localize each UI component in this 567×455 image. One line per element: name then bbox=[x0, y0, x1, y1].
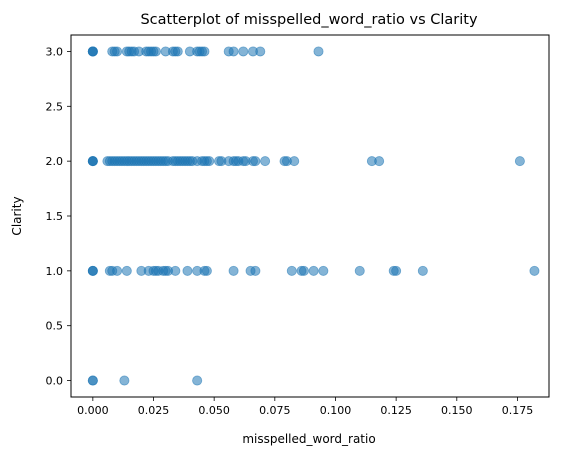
data-point bbox=[173, 47, 182, 56]
x-tick-label: 0.150 bbox=[441, 404, 473, 417]
x-tick-label: 0.125 bbox=[380, 404, 412, 417]
y-tick-label: 1.5 bbox=[46, 210, 64, 223]
data-point bbox=[88, 157, 97, 166]
data-point bbox=[229, 47, 238, 56]
data-point bbox=[193, 376, 202, 385]
y-tick-label: 0.5 bbox=[46, 320, 64, 333]
data-point bbox=[88, 266, 97, 275]
data-point bbox=[261, 157, 270, 166]
data-point bbox=[375, 157, 384, 166]
data-point bbox=[251, 266, 260, 275]
data-point bbox=[251, 157, 260, 166]
data-point bbox=[256, 47, 265, 56]
data-point bbox=[515, 157, 524, 166]
x-axis-ticks: 0.000 0.025 0.050 0.075 0.100 0.125 0.150 0.175 bbox=[77, 397, 533, 417]
x-axis-label: misspelled_word_ratio bbox=[242, 432, 375, 446]
data-point bbox=[113, 47, 122, 56]
y-tick-label: 1.0 bbox=[46, 265, 64, 278]
data-point bbox=[355, 266, 364, 275]
y-tick-label: 0.0 bbox=[46, 375, 64, 388]
x-tick-label: 0.000 bbox=[77, 404, 109, 417]
data-point bbox=[122, 266, 131, 275]
data-point bbox=[88, 376, 97, 385]
data-point bbox=[229, 266, 238, 275]
data-points bbox=[88, 47, 539, 385]
data-point bbox=[319, 266, 328, 275]
data-point bbox=[530, 266, 539, 275]
data-point bbox=[202, 266, 211, 275]
chart-title: Scatterplot of misspelled_word_ratio vs … bbox=[140, 12, 478, 28]
data-point bbox=[287, 266, 296, 275]
data-point bbox=[290, 157, 299, 166]
x-tick-label: 0.100 bbox=[320, 404, 352, 417]
data-point bbox=[88, 47, 97, 56]
data-point bbox=[200, 47, 209, 56]
data-point bbox=[299, 266, 308, 275]
x-tick-label: 0.025 bbox=[138, 404, 170, 417]
data-point bbox=[418, 266, 427, 275]
y-axis-label: Clarity bbox=[10, 196, 24, 235]
data-point bbox=[239, 47, 248, 56]
data-point bbox=[151, 47, 160, 56]
data-point bbox=[183, 266, 192, 275]
y-tick-label: 2.5 bbox=[46, 100, 64, 113]
x-tick-label: 0.075 bbox=[259, 404, 291, 417]
x-tick-label: 0.050 bbox=[198, 404, 230, 417]
plot-frame bbox=[71, 35, 549, 397]
y-axis-ticks: 0.0 0.5 1.0 1.5 2.0 2.5 3.0 bbox=[46, 45, 72, 387]
data-point bbox=[171, 266, 180, 275]
data-point bbox=[205, 157, 214, 166]
y-tick-label: 3.0 bbox=[46, 45, 64, 58]
data-point bbox=[113, 266, 122, 275]
data-point bbox=[392, 266, 401, 275]
y-tick-label: 2.0 bbox=[46, 155, 64, 168]
data-point bbox=[120, 376, 129, 385]
data-point bbox=[314, 47, 323, 56]
data-point bbox=[309, 266, 318, 275]
x-tick-label: 0.175 bbox=[502, 404, 534, 417]
